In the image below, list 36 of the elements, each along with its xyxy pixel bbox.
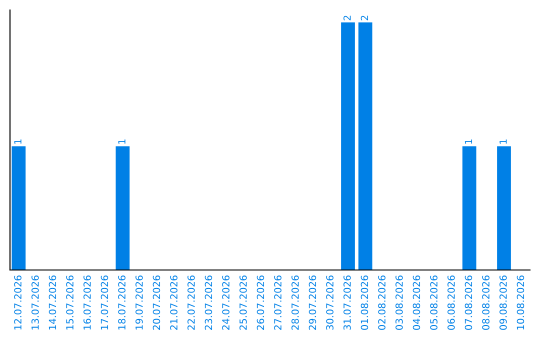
x-tick-label: 27.07.2026 — [274, 275, 282, 330]
x-tick-label: 16.07.2026 — [83, 275, 91, 330]
x-tick-label: 14.07.2026 — [48, 275, 56, 330]
x-tick-label: 18.07.2026 — [118, 275, 126, 330]
x-tick-label: 31.07.2026 — [343, 275, 351, 330]
x-tick-label: 24.07.2026 — [222, 275, 230, 330]
x-tick-label: 23.07.2026 — [204, 275, 212, 330]
x-tick-label: 01.08.2026 — [360, 275, 368, 330]
x-tick-label: 19.07.2026 — [135, 275, 143, 330]
data-label: 1 — [500, 140, 507, 144]
x-tick-label: 20.07.2026 — [152, 275, 160, 330]
x-tick-label: 22.07.2026 — [187, 275, 195, 330]
data-label: 1 — [464, 140, 472, 144]
x-tick-label: 05.08.2026 — [430, 275, 438, 330]
data-label: 2 — [360, 16, 368, 20]
data-label: 1 — [118, 140, 126, 144]
x-tick-label: 17.07.2026 — [100, 275, 108, 330]
x-tick-label: 26.07.2026 — [256, 275, 264, 330]
x-tick-label: 02.08.2026 — [378, 275, 386, 330]
x-tick-label: 21.07.2026 — [170, 275, 178, 330]
x-tick-label: 28.07.2026 — [291, 275, 299, 330]
x-tick-label: 04.08.2026 — [412, 275, 420, 330]
x-tick-label: 03.08.2026 — [395, 275, 403, 330]
x-tick-label: 10.08.2026 — [516, 275, 524, 330]
x-tick-label: 12.07.2026 — [14, 275, 22, 330]
x-tick-label: 06.08.2026 — [447, 275, 455, 330]
x-tick-label: 07.08.2026 — [464, 275, 472, 330]
x-tick-label: 13.07.2026 — [31, 275, 39, 330]
x-tick-label: 30.07.2026 — [326, 275, 334, 330]
data-label: 1 — [14, 140, 22, 144]
x-tick-label: 29.07.2026 — [308, 275, 316, 330]
data-label: 2 — [343, 16, 351, 20]
x-tick-label: 15.07.2026 — [66, 275, 74, 330]
x-tick-label: 25.07.2026 — [239, 275, 247, 330]
x-tick-label: 08.08.2026 — [482, 275, 490, 330]
x-tick-label: 09.08.2026 — [499, 275, 507, 330]
